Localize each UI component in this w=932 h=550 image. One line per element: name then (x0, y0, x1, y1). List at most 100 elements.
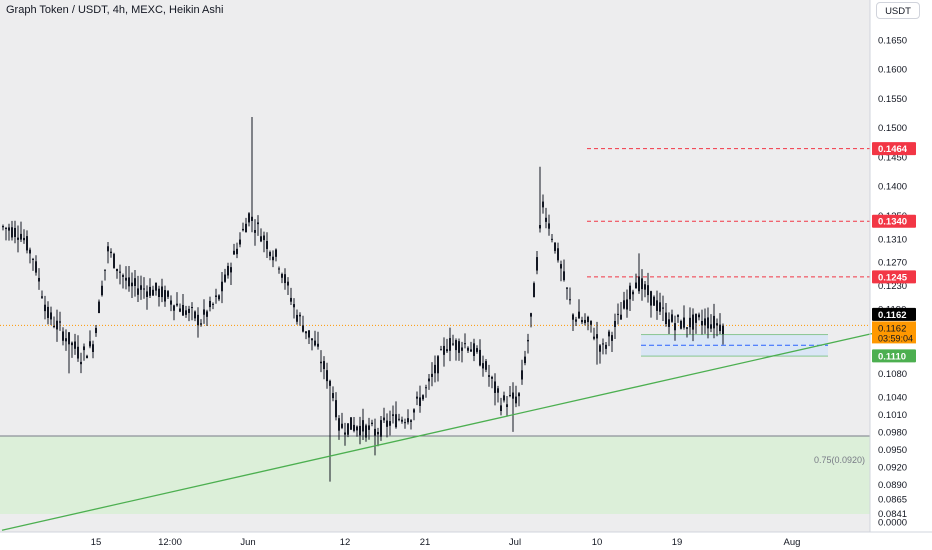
time-tick-label: Aug (784, 537, 801, 548)
candle-body (506, 404, 508, 408)
price-tick-label: 0.0980 (878, 427, 907, 438)
candle-body (410, 420, 412, 422)
time-axis[interactable]: 15 12:00 Jun 12 21 Jul 10 19 Aug (91, 537, 801, 548)
candle-body (53, 326, 55, 328)
candle-body (491, 376, 493, 379)
price-tick-label: 0.0000 (878, 518, 907, 529)
candle-body (593, 336, 595, 339)
candle-body (311, 338, 313, 341)
candle-body (416, 396, 418, 399)
candle-body (554, 242, 556, 251)
candle-body (518, 393, 520, 397)
candle-body (89, 341, 91, 347)
candle-body (722, 325, 724, 335)
price-tick-label: 0.1230 (878, 281, 907, 292)
candle-body (620, 314, 622, 320)
candle-body (176, 303, 178, 306)
candle-body (107, 246, 109, 252)
time-tick-label: 12:00 (158, 537, 182, 548)
candle-body (359, 425, 361, 436)
candle-body (602, 343, 604, 345)
candle-body (95, 327, 97, 334)
candle-body (56, 320, 58, 330)
candle-body (521, 370, 523, 380)
candle-body (662, 307, 664, 309)
candle-body (575, 319, 577, 322)
candle-body (443, 345, 445, 355)
candle-body (212, 303, 214, 305)
candle-body (77, 346, 79, 359)
candle-body (572, 314, 574, 320)
time-tick-label: 21 (420, 537, 431, 548)
currency-button[interactable]: USDT (876, 2, 920, 19)
candle-body (29, 249, 31, 254)
candle-body (380, 420, 382, 437)
candle-body (590, 320, 592, 325)
zone-box[interactable] (641, 334, 828, 356)
candle-body (164, 290, 166, 302)
candle-body (419, 397, 421, 406)
candle-body (608, 331, 610, 337)
price-tick-label: 0.0950 (878, 445, 907, 456)
candle-body (167, 291, 169, 297)
price-tick-label: 0.0865 (878, 495, 907, 506)
candle-body (509, 394, 511, 396)
candle-body (80, 361, 82, 365)
candle-body (710, 324, 712, 329)
candle-body (530, 313, 532, 317)
candle-body (494, 381, 496, 393)
candle-body (614, 320, 616, 327)
candle-body (389, 421, 391, 426)
candle-body (323, 361, 325, 370)
candle-body (278, 268, 280, 270)
candle-body (341, 423, 343, 428)
candle-body (716, 323, 718, 326)
candle-body (707, 317, 709, 329)
candle-body (398, 418, 400, 420)
candle-body (524, 356, 526, 364)
price-tick-label: 0.0841 (878, 509, 907, 520)
candle-body (347, 423, 349, 435)
candle-body (464, 343, 466, 345)
candle-body (467, 347, 469, 351)
candle-body (647, 285, 649, 296)
candle-body (161, 286, 163, 298)
candle-body (365, 425, 367, 438)
price-tick-label: 0.1500 (878, 123, 907, 134)
candle-body (134, 278, 136, 286)
candle-body (626, 299, 628, 310)
candle-body (674, 323, 676, 331)
candle-body (551, 238, 553, 240)
candle-body (392, 414, 394, 416)
candle-body (74, 341, 76, 349)
candle-body (482, 363, 484, 369)
price-tick-label: 0.1400 (878, 182, 907, 193)
fib-level-label: 0.75(0.0920) (814, 455, 865, 465)
price-axis[interactable]: 0.17000.16500.16000.15500.15000.14500.14… (878, 6, 907, 528)
candle-body (422, 395, 424, 400)
candle-body (656, 300, 658, 311)
candle-body (428, 378, 430, 382)
candle-body (194, 311, 196, 319)
candle-body (140, 285, 142, 290)
candle-body (515, 396, 517, 404)
candle-body (269, 252, 271, 257)
candle-body (122, 275, 124, 277)
candle-body (512, 392, 514, 399)
candle-body (635, 282, 637, 289)
candle-body (17, 237, 19, 240)
candle-body (2, 226, 4, 228)
candle-body (305, 331, 307, 334)
candle-body (377, 431, 379, 435)
price-tick-label: 0.1450 (878, 152, 907, 163)
ascending-trendline[interactable] (1, 332, 873, 531)
candle-body (581, 319, 583, 323)
candle-body (65, 338, 67, 342)
candle-body (500, 405, 502, 412)
candle-body (536, 257, 538, 271)
candle-body (386, 420, 388, 427)
candle-body (698, 314, 700, 318)
candles (2, 117, 724, 482)
symbol-price-badge-bg (872, 307, 916, 321)
